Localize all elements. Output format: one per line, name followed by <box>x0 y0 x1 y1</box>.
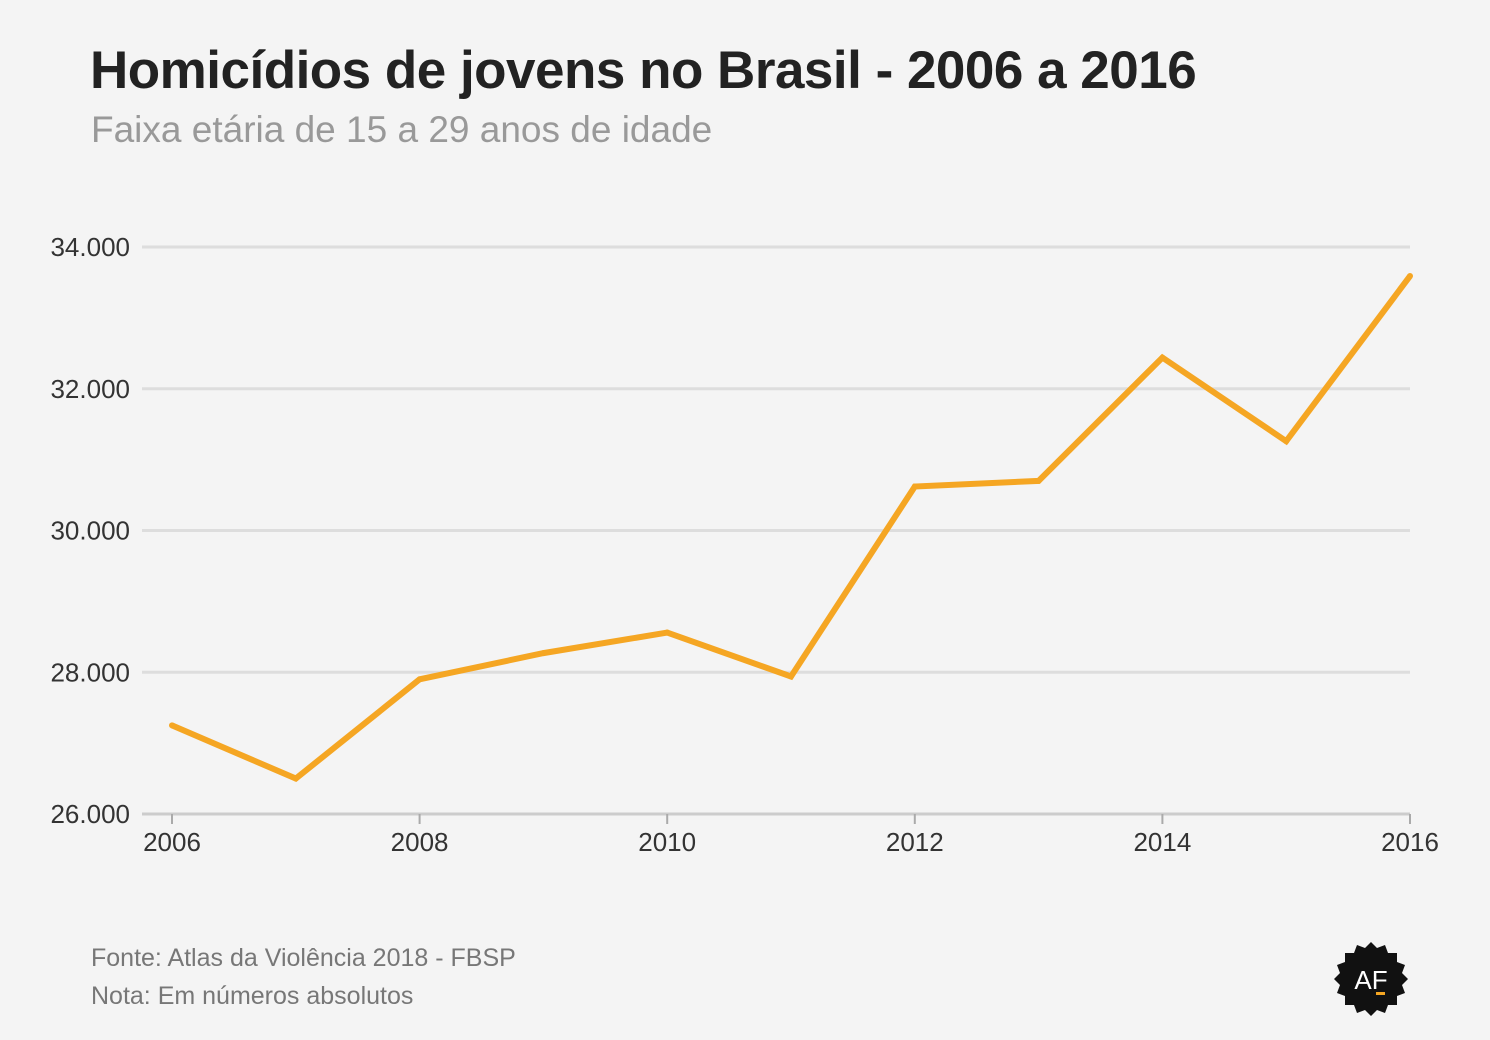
data-point <box>1283 438 1290 445</box>
data-point <box>1407 273 1413 280</box>
data-point <box>788 673 794 680</box>
line-chart: 26.000 28.000 30.000 32.000 34.000 2006 2008 20… <box>50 232 1438 857</box>
chart-subtitle: Faixa etária de 15 a 29 anos de idade <box>91 109 713 150</box>
y-tick-label: 32.000 <box>50 374 130 404</box>
logo-text: AF <box>1354 965 1387 995</box>
x-tick-label: 2014 <box>1133 827 1191 857</box>
gridlines <box>142 245 1410 816</box>
axes: 26.000 28.000 30.000 32.000 34.000 2006 2008 20… <box>50 232 1438 857</box>
data-point <box>1159 354 1166 361</box>
series-layer <box>169 273 1413 783</box>
chart-title: Homicídios de jovens no Brasil - 2006 a … <box>90 41 1197 100</box>
logo-badge-shape <box>1334 942 1408 1016</box>
af-badge-logo: AF <box>1334 942 1408 1016</box>
data-point <box>540 650 547 657</box>
x-tick-label: 2010 <box>638 827 696 857</box>
y-tick-label: 28.000 <box>50 657 130 687</box>
data-point <box>664 629 671 636</box>
y-tick-label: 34.000 <box>50 232 130 262</box>
data-point <box>169 722 175 729</box>
x-tick-label: 2012 <box>886 827 944 857</box>
footnote: Nota: Em números absolutos <box>91 982 414 1010</box>
x-tick-label: 2008 <box>391 827 449 857</box>
x-tick-label: 2006 <box>143 827 201 857</box>
data-point <box>911 483 918 490</box>
data-point <box>416 676 423 683</box>
series-line <box>170 274 1413 783</box>
data-point <box>1035 477 1042 484</box>
data-point <box>292 775 299 782</box>
logo-accent <box>1376 992 1385 995</box>
y-tick-label: 30.000 <box>50 516 130 546</box>
x-tick-label: 2016 <box>1381 827 1439 857</box>
y-tick-label: 26.000 <box>50 799 130 829</box>
source-note: Fonte: Atlas da Violência 2018 - FBSP <box>91 944 516 972</box>
